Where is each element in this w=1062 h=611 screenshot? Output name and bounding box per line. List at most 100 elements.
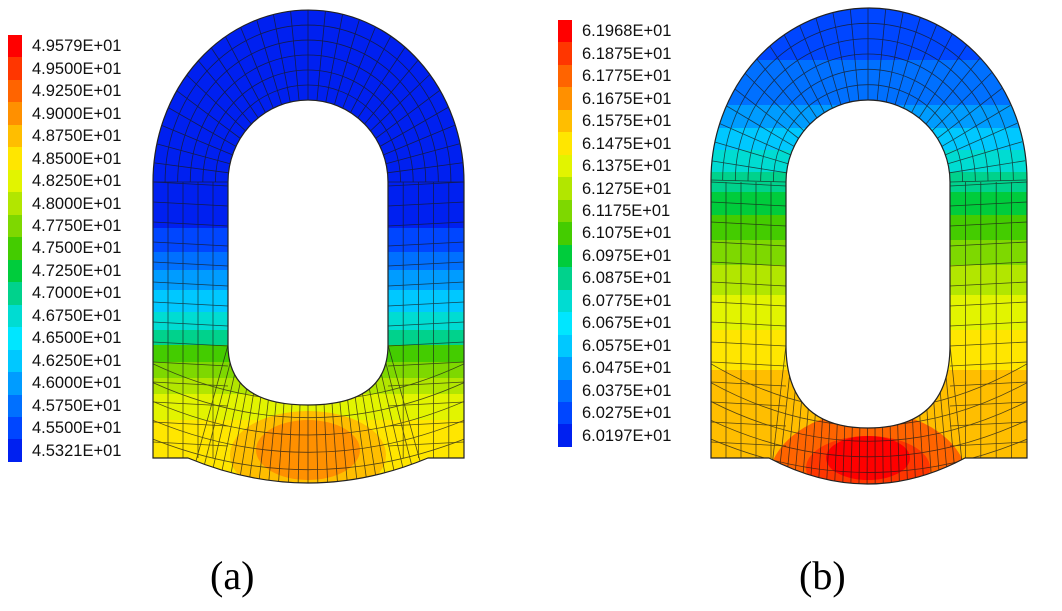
legend-label: 4.6250E+01 [32, 351, 122, 370]
legend-swatch [558, 267, 572, 290]
legend-entry: 4.9000E+01 [8, 102, 122, 125]
contour-plot-b [710, 7, 1028, 485]
legend-entry: 4.5750E+01 [8, 394, 122, 417]
legend-label: 4.9000E+01 [32, 104, 122, 123]
legend-entry: 4.8750E+01 [8, 124, 122, 148]
legend-label: 6.0675E+01 [582, 314, 672, 333]
contour-band [711, 8, 1027, 60]
legend-swatch [8, 304, 22, 328]
legend-label: 6.1275E+01 [582, 179, 672, 198]
legend-swatch [8, 79, 22, 103]
contour-band [711, 215, 1027, 240]
legend-label: 4.5500E+01 [32, 419, 122, 438]
legend-label: 6.1175E+01 [582, 201, 671, 220]
legend-entry: 6.1375E+01 [558, 154, 671, 178]
legend-label: 4.8750E+01 [32, 127, 122, 146]
legend-entry: 4.7000E+01 [8, 282, 122, 305]
legend-swatch [558, 289, 572, 313]
legend-entry: 6.0975E+01 [558, 244, 672, 268]
legend-entry: 4.8000E+01 [8, 192, 121, 215]
legend-label: 6.1075E+01 [582, 224, 672, 243]
legend-entry: 6.1075E+01 [558, 222, 672, 245]
contour-panel-a: 4.9579E+01 4.9500E+01 4.9250E+01 4.9000E+01… [8, 9, 465, 598]
legend-label: 4.7000E+01 [32, 284, 122, 303]
contour-band [153, 312, 464, 330]
legend-swatch [558, 222, 572, 245]
legend-swatch [8, 349, 22, 373]
legend-entry: 4.9579E+01 [8, 35, 122, 58]
legend-entry: 4.6250E+01 [8, 349, 122, 373]
legend-entry: 4.9250E+01 [8, 79, 122, 103]
legend-swatch [8, 214, 22, 238]
legend-entry: 4.9500E+01 [8, 57, 121, 80]
legend-swatch [8, 192, 22, 215]
contour-band [153, 270, 464, 290]
legend-swatch [8, 102, 22, 125]
legend-label: 6.1575E+01 [582, 112, 672, 131]
legend-swatch [8, 394, 22, 417]
legend-entry: 6.1968E+01 [558, 20, 672, 43]
legend-entry: 6.0475E+01 [558, 357, 671, 380]
contour-band [711, 172, 1027, 192]
legend-label: 4.9579E+01 [32, 37, 122, 56]
legend-label: 4.8250E+01 [32, 172, 122, 191]
legend-entry: 4.8500E+01 [8, 147, 122, 170]
legend-entry: 4.6000E+01 [8, 372, 122, 395]
contour-band [153, 252, 464, 270]
legend-label: 4.7750E+01 [32, 216, 122, 235]
contour-band [153, 228, 464, 252]
legend-label: 4.8500E+01 [32, 149, 122, 168]
legend-label: 6.1775E+01 [582, 67, 672, 86]
legend-b: 6.1968E+01 6.1875E+01 6.1775E+01 6.1675E+01… [558, 20, 671, 447]
legend-label: 6.1675E+01 [582, 89, 672, 108]
legend-swatch [558, 42, 572, 65]
legend-swatch [8, 35, 22, 58]
legend-entry: 6.1175E+01 [558, 199, 671, 223]
legend-swatch [558, 312, 572, 335]
legend-swatch [8, 259, 22, 283]
caption-b: (b) [799, 553, 846, 598]
legend-swatch [558, 357, 572, 380]
legend-label: 4.7250E+01 [32, 261, 122, 280]
legend-label: 4.6000E+01 [32, 374, 122, 393]
legend-swatch [8, 237, 22, 260]
legend-swatch [558, 109, 572, 133]
legend-entry: 6.0875E+01 [558, 267, 671, 290]
legend-label: 6.0975E+01 [582, 246, 672, 265]
legend-a: 4.9579E+01 4.9500E+01 4.9250E+01 4.9000E+01… [8, 35, 121, 462]
legend-label: 6.0375E+01 [582, 381, 672, 400]
legend-swatch [558, 334, 572, 358]
mesh-grid [153, 10, 464, 483]
legend-label: 4.5750E+01 [32, 396, 122, 415]
legend-entry: 6.0675E+01 [558, 312, 672, 335]
legend-entry: 4.8250E+01 [8, 169, 122, 193]
legend-swatch [558, 87, 572, 110]
legend-label: 6.0775E+01 [582, 291, 672, 310]
caption-a: (a) [210, 553, 255, 598]
contour-band [153, 378, 464, 394]
legend-swatch [558, 154, 572, 178]
legend-label: 6.0575E+01 [582, 336, 672, 355]
legend-label: 4.6750E+01 [32, 306, 122, 325]
legend-label: 6.1875E+01 [582, 44, 672, 63]
contour-band [711, 192, 1027, 215]
legend-swatch [8, 372, 22, 395]
legend-label: 4.9250E+01 [32, 82, 122, 101]
legend-swatch [8, 327, 22, 350]
legend-entry: 4.5500E+01 [8, 416, 122, 440]
contour-band [826, 436, 910, 480]
contour-band [711, 240, 1027, 265]
contour-band [153, 345, 464, 362]
legend-swatch [558, 401, 572, 425]
legend-swatch [8, 57, 22, 80]
lining-outline [152, 9, 465, 484]
legend-entry: 4.7750E+01 [8, 214, 122, 238]
lining-outline [710, 7, 1028, 485]
legend-swatch [558, 132, 572, 155]
legend-label: 6.0275E+01 [582, 404, 672, 423]
legend-label: 6.1968E+01 [582, 22, 672, 41]
legend-entry: 6.1475E+01 [558, 132, 671, 155]
legend-swatch [8, 147, 22, 170]
legend-entry: 6.1275E+01 [558, 177, 672, 200]
legend-entry: 6.1675E+01 [558, 87, 672, 110]
